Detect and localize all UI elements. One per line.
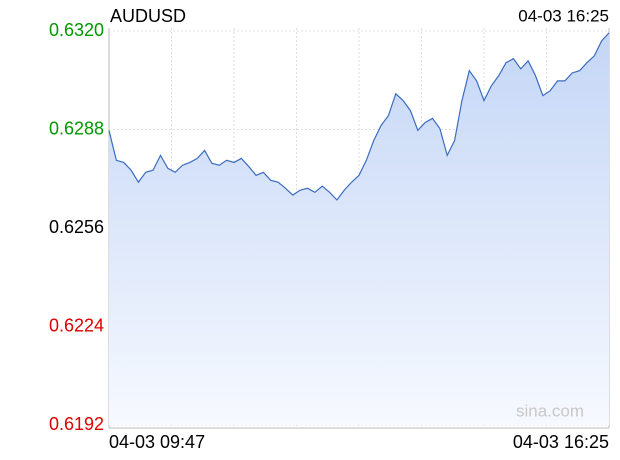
y-tick-label: 0.6192	[49, 414, 104, 434]
chart-title: AUDUSD	[110, 6, 186, 26]
x-tick-label: 04-03 09:47	[109, 432, 205, 452]
y-tick-label: 0.6320	[49, 20, 104, 40]
x-tick-label: 04-03 16:25	[513, 432, 609, 452]
price-line	[108, 32, 610, 201]
y-tick-label: 0.6256	[49, 217, 104, 237]
timestamp: 04-03 16:25	[518, 6, 609, 25]
watermark: sina.com	[516, 401, 584, 420]
area-fill	[109, 32, 609, 425]
y-tick-label: 0.6288	[49, 118, 104, 138]
y-tick-label: 0.6224	[49, 315, 104, 335]
